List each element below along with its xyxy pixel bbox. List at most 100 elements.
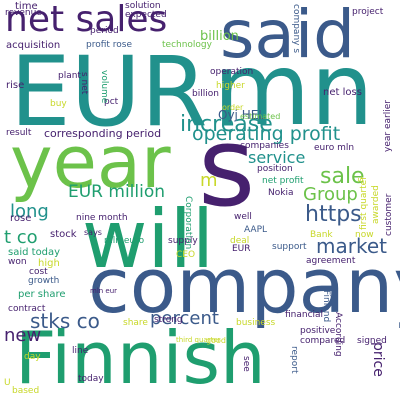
word-based: based <box>12 386 40 396</box>
word-deal: deal <box>230 236 250 246</box>
word-s-net: s net <box>79 72 89 95</box>
word-will: will <box>82 193 215 286</box>
word-eur: EUR <box>10 36 208 148</box>
word-plant: plant <box>58 71 81 81</box>
word-according: According <box>333 312 343 357</box>
word-s-vertical: s <box>356 177 366 182</box>
word-estimated: estimated <box>240 112 281 121</box>
word-third-quarter: third quarter <box>176 336 221 344</box>
word-mln-eur: mln eur <box>90 287 118 295</box>
word-company: company <box>88 241 400 330</box>
word-position: position <box>257 164 293 174</box>
word-https: https <box>305 202 362 227</box>
word-aapl: AAPL <box>244 225 268 235</box>
word-mn: mn <box>213 31 374 148</box>
word-stks-co: stks co <box>30 309 100 333</box>
word-nine-month: nine month <box>76 213 128 223</box>
word-oyj-hel: Oyj HEL <box>218 108 265 122</box>
word-growth: growth <box>28 276 60 286</box>
word-supply: supply <box>168 236 198 246</box>
word-result: result <box>6 128 32 138</box>
word-report: report <box>289 346 299 374</box>
word-finland: Finland <box>321 290 331 323</box>
word-u: U <box>4 378 11 388</box>
word-operation: operation <box>210 67 254 77</box>
word-first-quarter: first quarter <box>359 176 369 230</box>
word-said: said <box>220 0 356 73</box>
word-customer: customer <box>384 193 394 236</box>
word-bank: Bank <box>310 230 333 240</box>
word-positive: positive <box>300 326 336 336</box>
word-cost: cost <box>29 267 48 277</box>
word-expected: expected <box>125 10 167 20</box>
word-operating-profit: operating profit <box>192 123 341 145</box>
word-mln-euro: mln euro <box>104 236 145 246</box>
word-contract: contract <box>8 304 46 314</box>
word-ceo: CEO <box>176 250 196 260</box>
word-net-sales: net sales <box>5 0 168 40</box>
word-service: service <box>248 148 306 167</box>
word-s: s <box>198 103 256 231</box>
word-eur-small: EUR <box>232 244 251 254</box>
word-says: says <box>84 228 102 237</box>
word-time: time <box>15 1 38 12</box>
word-strong: strong <box>154 315 183 325</box>
word-compared: compared <box>300 336 346 346</box>
word-volume: volume <box>99 70 109 104</box>
word-corporation: Corporation <box>183 196 193 250</box>
word-solution: solution <box>125 1 161 11</box>
word-revenue: revenue <box>5 8 42 18</box>
word-companies: companies <box>240 141 289 151</box>
word-signed: signed <box>357 336 387 346</box>
word-rise: rise <box>6 80 25 91</box>
word-finnish: Finnish <box>15 316 266 400</box>
word-pct: pct <box>104 97 119 107</box>
word-rose: rose <box>10 213 32 224</box>
word-high: high <box>38 258 60 269</box>
word-order: order <box>222 103 244 112</box>
word-net-loss: net loss <box>323 87 362 98</box>
word-billion: billion <box>200 29 239 44</box>
word-net-profit: net profit <box>262 176 304 186</box>
word-see: see <box>241 356 251 372</box>
word-long: long <box>10 201 49 222</box>
word-price: price <box>370 342 386 377</box>
word-share: share <box>123 318 148 328</box>
word-support: support <box>272 242 307 252</box>
word-now: now <box>355 230 374 240</box>
word-new: new <box>4 325 42 346</box>
word-financial: financial <box>285 310 324 320</box>
word-year: year <box>10 120 171 204</box>
word-higher: higher <box>216 81 245 91</box>
word-percent: percent <box>150 308 219 329</box>
word-m: m <box>200 170 218 191</box>
word-business: business <box>236 318 276 328</box>
word-technology: technology <box>162 40 212 50</box>
word-companys-s: company s <box>291 4 301 54</box>
word-day: day <box>24 352 41 362</box>
word-group: Group <box>303 184 358 205</box>
word-year-earlier: year earlier <box>383 100 393 152</box>
word-euro-mln: euro mln <box>314 143 355 153</box>
word-project: project <box>352 7 384 17</box>
word-profit-rose: profit rose <box>86 40 133 50</box>
word-good: good <box>206 336 226 345</box>
word-awarded: awarded <box>371 185 381 224</box>
word-market: market <box>316 234 387 258</box>
word-t-co: t co <box>4 227 38 248</box>
word-acquisition: acquisition <box>6 40 61 51</box>
word-per-share: per share <box>18 289 66 300</box>
word-period: period <box>90 26 119 36</box>
word-agreement: agreement <box>306 256 356 266</box>
word-nokia: Nokia <box>268 188 294 198</box>
word-said-today: said today <box>8 247 61 258</box>
word-stock: stock <box>50 229 77 240</box>
word-well: well <box>234 212 252 222</box>
word-line: line <box>72 346 89 356</box>
word-eur-million: EUR million <box>68 182 166 202</box>
word-increase: increase <box>180 112 273 137</box>
word-won: won <box>8 257 27 267</box>
word-billion-2: billion <box>192 89 219 99</box>
word-buy: buy <box>50 99 67 109</box>
